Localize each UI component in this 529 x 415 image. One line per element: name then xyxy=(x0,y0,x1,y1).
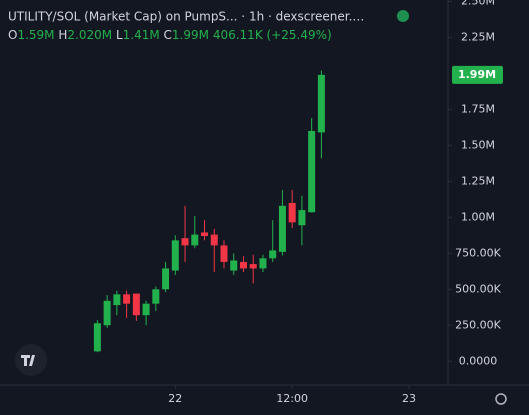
candle-body xyxy=(132,293,140,316)
ohlc-label: C xyxy=(164,28,172,42)
candle-body xyxy=(171,240,179,271)
candle-body xyxy=(239,261,247,269)
ohlc-row: O1.59M H2.020M L1.41M C1.99M 406.11K (+2… xyxy=(8,28,332,42)
y-tick-label: 1.00M xyxy=(461,210,495,223)
candle-body xyxy=(220,245,228,262)
candle-body xyxy=(93,323,101,352)
ohlc-value: 1.59M xyxy=(17,28,54,42)
ohlc-label: L xyxy=(116,28,123,42)
y-tick-label: 750.00K xyxy=(455,246,501,259)
ohlc-value: 2.020M xyxy=(67,28,112,42)
y-tick-label: 1.50M xyxy=(461,138,495,151)
candle-body xyxy=(142,303,150,316)
x-tick-label: 22 xyxy=(168,392,182,405)
candle-body xyxy=(278,205,286,252)
last-price-box xyxy=(452,65,503,84)
candle-body xyxy=(298,210,306,226)
ohlc-value: 1.99M xyxy=(172,28,209,42)
ohlc-label: O xyxy=(8,28,17,42)
candle-body xyxy=(308,130,316,213)
candle-body xyxy=(249,264,257,269)
candle-body xyxy=(181,238,189,246)
logo-mark xyxy=(21,355,35,366)
status-icon xyxy=(397,10,409,22)
chart-title: UTILITY/SOL (Market Cap) on PumpS... · 1… xyxy=(8,10,364,24)
candle-body xyxy=(210,234,218,246)
y-tick-label: 500.00K xyxy=(455,282,501,295)
candle-body xyxy=(201,232,209,237)
y-tick-label: 0.0000 xyxy=(459,354,498,367)
y-tick-label: 1.75M xyxy=(461,102,495,115)
candle-body xyxy=(288,202,296,223)
y-tick-label: 1.25M xyxy=(461,174,495,187)
y-tick-label: 250.00K xyxy=(455,318,501,331)
candle-body xyxy=(269,250,277,259)
candle-body xyxy=(123,294,131,304)
candle-body xyxy=(113,294,121,306)
settings-icon[interactable] xyxy=(495,393,507,405)
candle-body xyxy=(191,234,199,246)
y-tick-label: 2.50M xyxy=(461,0,495,7)
last-price-label: 1.99M xyxy=(458,68,496,81)
y-tick-label: 2.25M xyxy=(461,30,495,43)
candle-body xyxy=(162,268,170,290)
ohlc-value: 1.41M xyxy=(123,28,160,42)
candle-body xyxy=(259,258,267,269)
x-tick-label: 12:00 xyxy=(276,392,308,405)
x-tick-label: 23 xyxy=(402,392,416,405)
ohlc-text: O1.59M H2.020M L1.41M C1.99M 406.11K (+2… xyxy=(8,28,332,42)
candle-body xyxy=(152,289,160,304)
candle-body xyxy=(317,74,325,133)
tv-logo[interactable] xyxy=(15,344,47,376)
gear[interactable] xyxy=(495,393,507,405)
ohlc-label: H xyxy=(58,28,67,42)
candle-body xyxy=(230,260,238,271)
change: 406.11K (+25.49%) xyxy=(213,28,332,42)
candle-body xyxy=(103,300,111,326)
